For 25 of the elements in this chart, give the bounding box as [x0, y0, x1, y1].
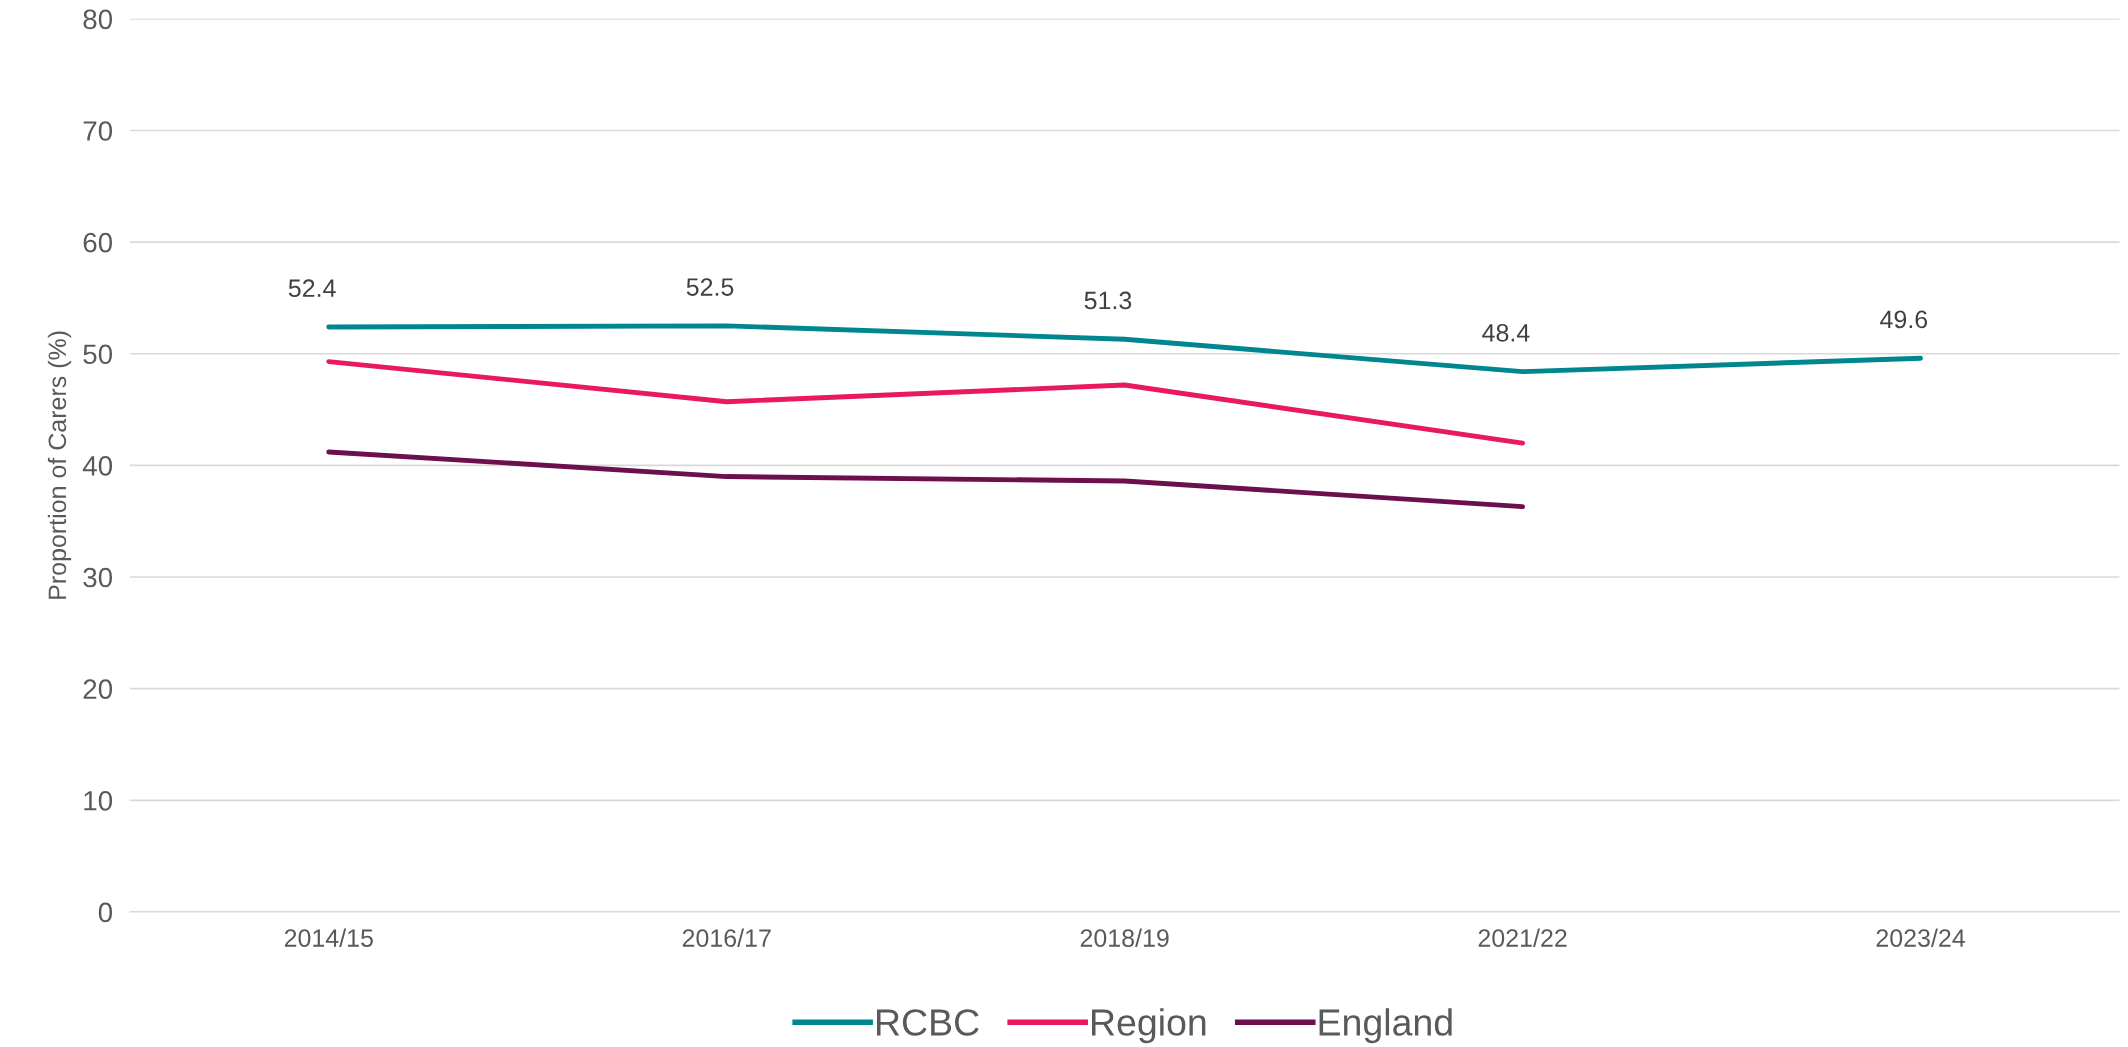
- data-label: 48.4: [1482, 323, 1530, 342]
- x-tick-label: 2014/15: [284, 928, 373, 947]
- x-tick-label: 2023/24: [1876, 928, 1965, 947]
- x-tick-label: 2018/19: [1080, 928, 1169, 947]
- y-tick-label: 80: [83, 9, 113, 30]
- x-tick-label: 2016/17: [682, 928, 771, 947]
- y-tick-label: 50: [83, 344, 113, 365]
- data-label: 49.6: [1880, 310, 1928, 329]
- data-label: 51.3: [1084, 291, 1132, 310]
- y-tick-label: 70: [83, 121, 113, 141]
- y-tick-label: 0: [98, 902, 113, 923]
- y-tick-label: 60: [83, 232, 113, 253]
- y-tick-label: 40: [82, 456, 113, 476]
- line-series: [326, 449, 1526, 510]
- y-tick-label: 10: [84, 790, 113, 811]
- y-tick-label: 20: [83, 679, 113, 699]
- y-tick-label: 30: [83, 567, 113, 588]
- x-tick-label: 2021/22: [1478, 928, 1567, 947]
- legend-label: England: [1319, 1008, 1452, 1044]
- data-label: 52.5: [686, 278, 734, 296]
- legend-label: RCBC: [877, 1009, 979, 1036]
- data-label: 52.4: [288, 279, 336, 298]
- y-axis-title: Proportion of Carers (%): [47, 331, 72, 599]
- line-series: [326, 359, 1526, 446]
- legend-label: Region: [1092, 1008, 1206, 1044]
